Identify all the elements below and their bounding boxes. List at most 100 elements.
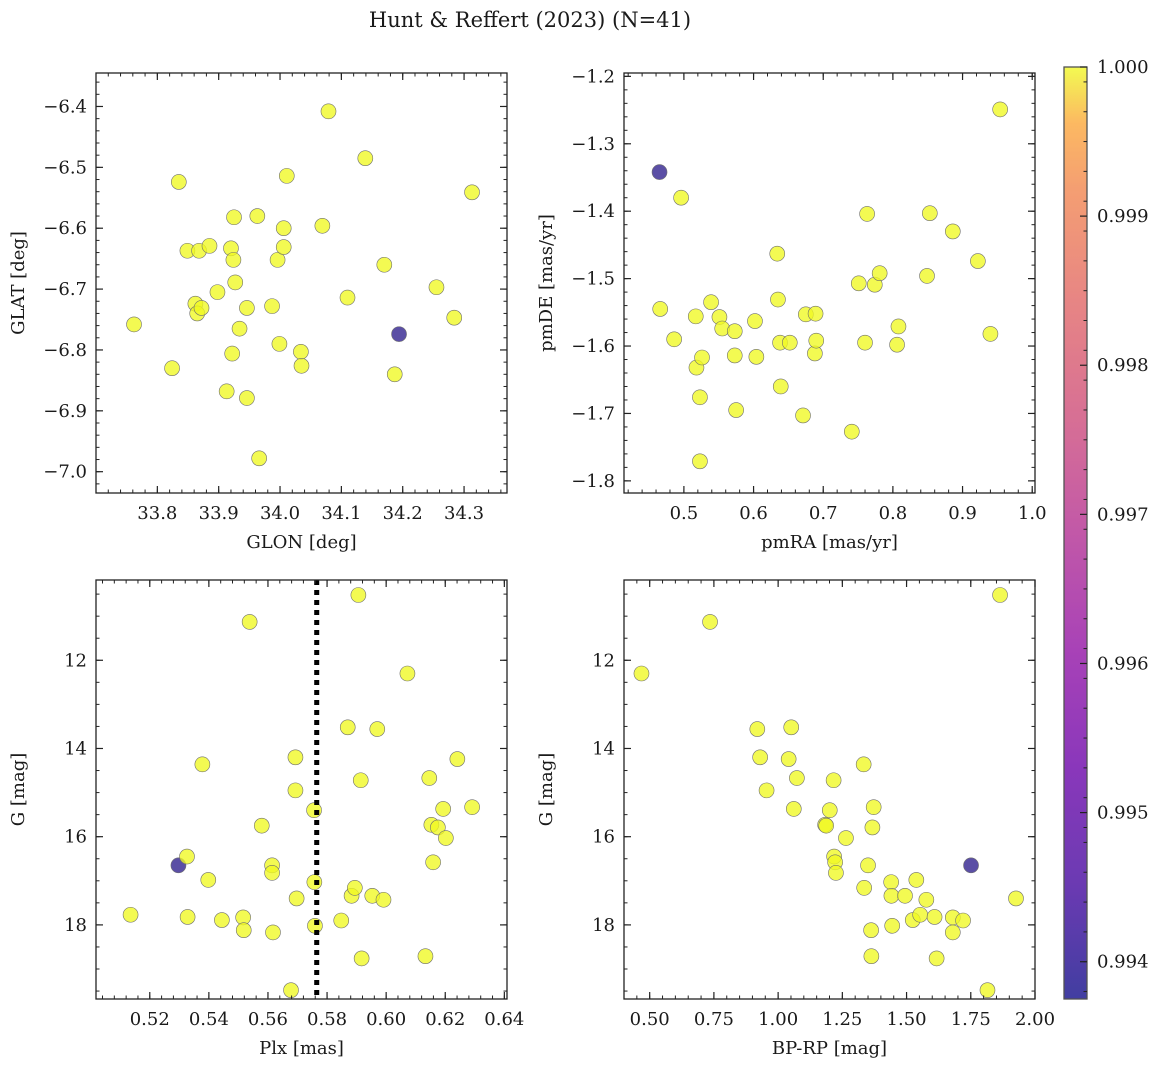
member-point xyxy=(944,924,961,941)
x-tick-label: 0.8 xyxy=(879,503,908,524)
axes-frame xyxy=(95,72,508,494)
member-point xyxy=(857,334,873,351)
panel-bprp-g: 0.50 0.75 1.00 1.25 1.50 1.75 2.00 12 14 16 18 BP-R… xyxy=(536,579,1055,1059)
member-point xyxy=(214,912,230,928)
member-point xyxy=(828,865,844,881)
member-point xyxy=(179,848,195,865)
member-point xyxy=(780,751,797,767)
member-point xyxy=(386,366,403,383)
member-point xyxy=(884,917,900,934)
member-point xyxy=(908,872,925,888)
member-point xyxy=(253,817,270,834)
member-point xyxy=(692,389,708,406)
member-point xyxy=(979,982,996,998)
member-point xyxy=(772,378,789,395)
member-point xyxy=(278,168,295,184)
y-tick-label: −1.2 xyxy=(571,66,615,87)
outlier-point xyxy=(963,857,979,874)
y-tick-label: −6.6 xyxy=(43,218,87,239)
points-group xyxy=(122,587,480,998)
axes-frame xyxy=(95,579,508,1000)
member-point xyxy=(897,887,913,904)
x-tick-label: 1.50 xyxy=(887,1009,927,1030)
member-point xyxy=(944,223,961,240)
x-tick-label: 0.62 xyxy=(425,1009,465,1030)
member-point xyxy=(922,205,938,222)
member-point xyxy=(449,751,466,767)
member-point xyxy=(357,150,374,167)
x-tick-label: 34.3 xyxy=(444,503,484,524)
x-tick-label: 1.0 xyxy=(1018,503,1047,524)
member-point xyxy=(218,383,235,400)
member-point xyxy=(871,265,888,282)
x-tick-label: 0.64 xyxy=(484,1009,524,1030)
member-point xyxy=(194,756,211,773)
member-point xyxy=(749,721,766,737)
colorbar-gradient xyxy=(1063,66,1088,1000)
panel-glon-glat: 33.8 33.9 34.0 34.1 34.2 34.3 −7.0 −6.9 −6.8 −6.7… xyxy=(8,72,508,553)
member-point xyxy=(239,390,255,406)
member-point xyxy=(781,334,798,351)
member-point xyxy=(464,184,480,201)
x-tick-label: 34.2 xyxy=(383,503,423,524)
axes-frame xyxy=(623,579,1036,1000)
points-group xyxy=(633,587,1024,998)
y-tick-label: 14 xyxy=(592,738,615,759)
x-tick-label: 0.75 xyxy=(694,1009,734,1030)
member-point xyxy=(818,817,834,834)
member-point xyxy=(350,587,367,603)
member-point xyxy=(339,289,356,306)
y-tick-label: −1.8 xyxy=(571,471,615,492)
x-axis-label: pmRA [mas/yr] xyxy=(761,532,898,553)
member-point xyxy=(164,360,180,377)
x-tick-label: 0.9 xyxy=(948,503,977,524)
member-point xyxy=(703,294,719,311)
member-point xyxy=(982,326,999,342)
member-point xyxy=(808,332,825,349)
member-point xyxy=(225,252,242,268)
colorbar: 0.994 0.995 0.996 0.997 0.998 0.999 1.000 xyxy=(1063,57,1149,1000)
x-tick-label: 1.00 xyxy=(758,1009,798,1030)
member-point xyxy=(821,802,838,819)
x-axis-label: Plx [mas] xyxy=(259,1038,344,1059)
member-point xyxy=(275,220,292,237)
member-point xyxy=(918,891,935,908)
member-point xyxy=(856,880,872,896)
outlier-point xyxy=(651,164,668,180)
member-point xyxy=(264,865,280,881)
member-point xyxy=(687,308,704,325)
y-axis-label: pmDE [mas/yr] xyxy=(536,214,557,352)
y-tick-label: −1.6 xyxy=(571,336,615,357)
member-point xyxy=(1008,890,1024,907)
member-point xyxy=(430,819,446,836)
member-point xyxy=(865,799,882,815)
member-point xyxy=(992,101,1008,118)
x-tick-label: 0.56 xyxy=(248,1009,288,1030)
x-tick-label: 0.58 xyxy=(307,1009,347,1030)
member-point xyxy=(850,275,867,292)
y-tick-label: −6.7 xyxy=(43,279,87,300)
member-point xyxy=(883,887,900,904)
member-point xyxy=(435,801,451,817)
member-point xyxy=(859,206,875,222)
member-point xyxy=(785,801,802,817)
member-point xyxy=(264,298,280,314)
x-axis-label: BP-RP [mag] xyxy=(772,1038,887,1059)
x-tick-label: 0.50 xyxy=(630,1009,670,1030)
member-point xyxy=(283,982,299,998)
member-point xyxy=(417,948,434,965)
colorbar-tick-label: 0.996 xyxy=(1097,653,1149,674)
member-point xyxy=(239,300,255,316)
y-axis-label: GLAT [deg] xyxy=(8,231,29,335)
x-tick-label: 34.0 xyxy=(260,503,300,524)
member-point xyxy=(889,336,905,353)
member-point xyxy=(955,912,971,929)
x-axis-label: GLON [deg] xyxy=(246,532,356,553)
x-tick-label: 0.7 xyxy=(809,503,838,524)
member-point xyxy=(293,343,309,360)
member-point xyxy=(747,313,763,329)
panel-plx-g: 0.52 0.54 0.56 0.58 0.60 0.62 0.64 12 14 16 18 Plx … xyxy=(8,579,524,1059)
member-point xyxy=(863,922,879,939)
member-point xyxy=(265,924,281,941)
member-point xyxy=(287,782,304,799)
